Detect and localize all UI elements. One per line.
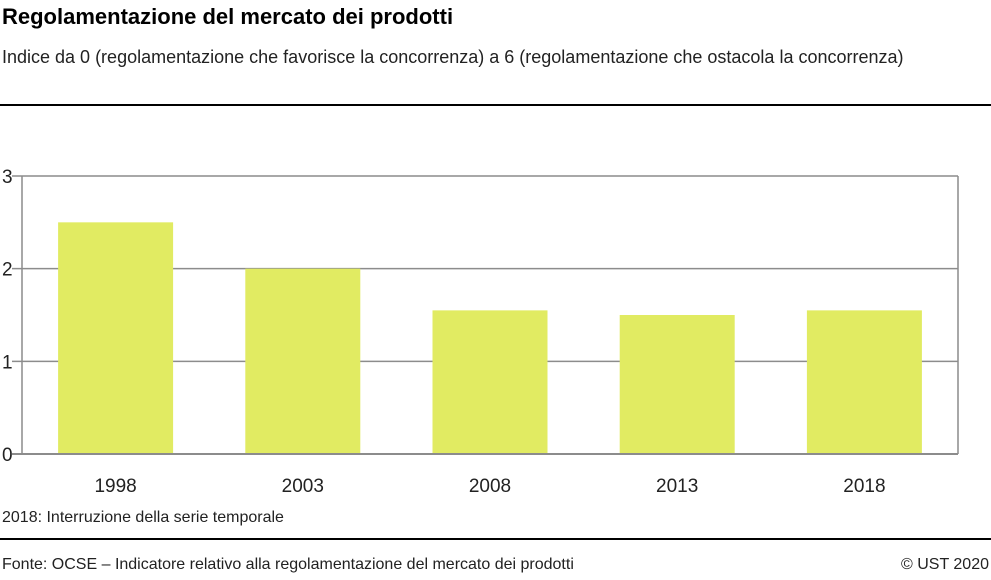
bar-2008 — [432, 310, 548, 453]
x-tick-label: 2013 — [656, 476, 698, 497]
source-text: Fonte: OCSE – Indicatore relativo alla r… — [2, 556, 574, 573]
copyright-text: © UST 2020 — [901, 556, 989, 573]
chart-title: Regolamentazione del mercato dei prodott… — [2, 4, 454, 29]
x-tick-label: 2008 — [469, 476, 511, 497]
chart-note: 2018: Interruzione della serie temporale — [2, 509, 284, 526]
x-tick-label: 2003 — [282, 476, 324, 497]
bar-2003 — [245, 268, 361, 453]
chart-subtitle: Indice da 0 (regolamentazione che favori… — [2, 47, 904, 67]
x-tick-label: 1998 — [94, 476, 136, 497]
y-tick-label: 1 — [2, 352, 13, 373]
y-tick-label: 0 — [2, 445, 13, 466]
y-tick-label: 2 — [2, 260, 13, 281]
bar-chart: 0 1 2 3 1998 2003 2008 2013 2018 — [2, 167, 959, 497]
bar-2013 — [619, 315, 735, 453]
footer-divider — [0, 538, 991, 540]
bar-1998 — [58, 222, 174, 453]
bar-2018 — [806, 310, 922, 453]
header-divider — [0, 104, 991, 106]
y-tick-label: 3 — [2, 167, 13, 188]
x-tick-label: 2018 — [843, 476, 885, 497]
